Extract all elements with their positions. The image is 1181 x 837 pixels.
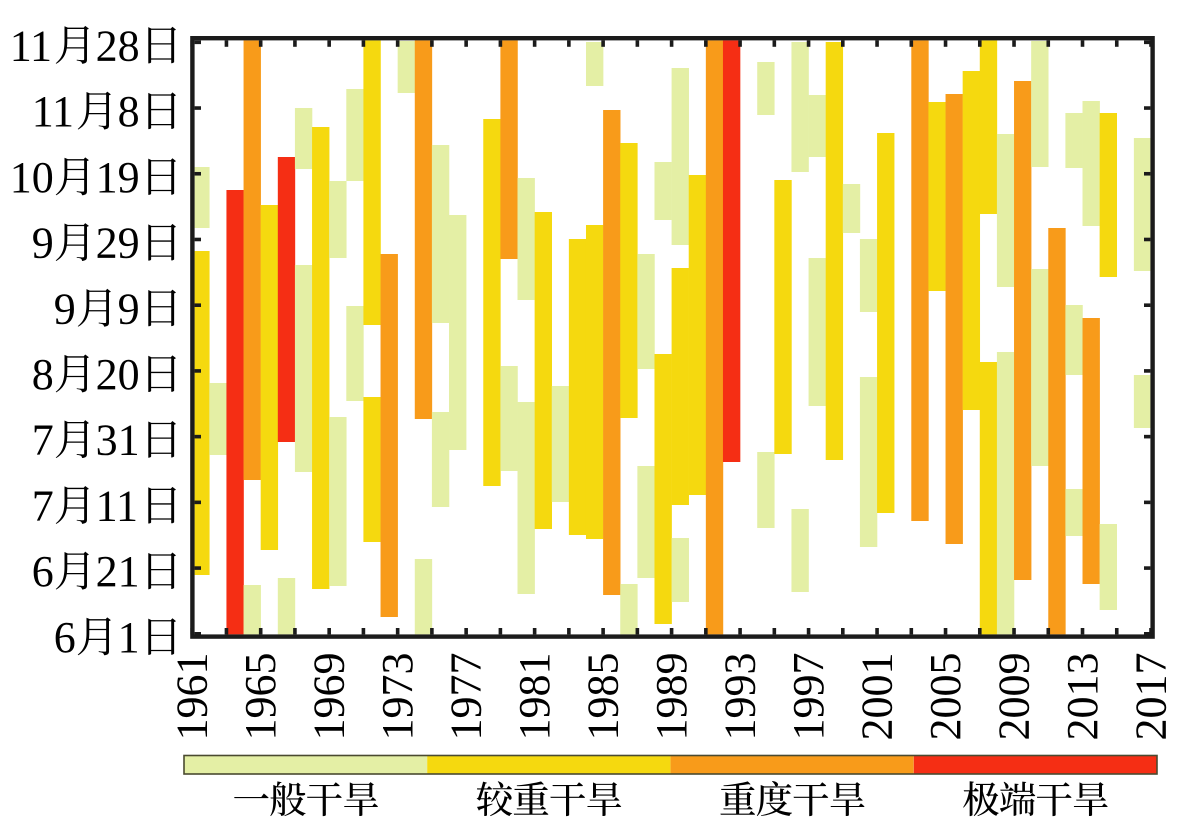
svg-text:7: 7 bbox=[32, 482, 54, 531]
svg-text:1977: 1977 bbox=[442, 653, 491, 741]
svg-text:1965: 1965 bbox=[236, 653, 285, 741]
svg-text:1961: 1961 bbox=[168, 653, 217, 741]
svg-text:9: 9 bbox=[118, 284, 140, 333]
svg-text:9: 9 bbox=[54, 284, 76, 333]
svg-text:6: 6 bbox=[54, 613, 76, 662]
svg-text:2017: 2017 bbox=[1127, 653, 1176, 741]
svg-text:19: 19 bbox=[96, 153, 140, 202]
svg-text:6: 6 bbox=[32, 547, 54, 596]
svg-text:9: 9 bbox=[32, 219, 54, 268]
svg-text:11: 11 bbox=[10, 21, 52, 70]
svg-text:2005: 2005 bbox=[921, 653, 970, 741]
svg-text:10: 10 bbox=[10, 153, 54, 202]
svg-text:31: 31 bbox=[96, 416, 140, 465]
svg-text:1989: 1989 bbox=[647, 653, 696, 741]
svg-text:2013: 2013 bbox=[1058, 653, 1107, 741]
svg-text:20: 20 bbox=[96, 350, 140, 399]
svg-text:11: 11 bbox=[96, 482, 138, 531]
svg-text:1: 1 bbox=[118, 613, 140, 662]
svg-text:8: 8 bbox=[118, 87, 140, 136]
svg-text:21: 21 bbox=[96, 547, 140, 596]
svg-text:1997: 1997 bbox=[784, 653, 833, 741]
svg-text:11: 11 bbox=[32, 87, 74, 136]
svg-text:1973: 1973 bbox=[373, 653, 422, 741]
svg-text:1993: 1993 bbox=[716, 653, 765, 741]
svg-text:7: 7 bbox=[32, 416, 54, 465]
svg-text:1969: 1969 bbox=[305, 653, 354, 741]
svg-text:1981: 1981 bbox=[510, 653, 559, 741]
svg-text:8: 8 bbox=[32, 350, 54, 399]
svg-text:28: 28 bbox=[96, 21, 140, 70]
svg-text:2001: 2001 bbox=[853, 653, 902, 741]
svg-text:2009: 2009 bbox=[990, 653, 1039, 741]
svg-text:1985: 1985 bbox=[579, 653, 628, 741]
svg-text:29: 29 bbox=[96, 219, 140, 268]
